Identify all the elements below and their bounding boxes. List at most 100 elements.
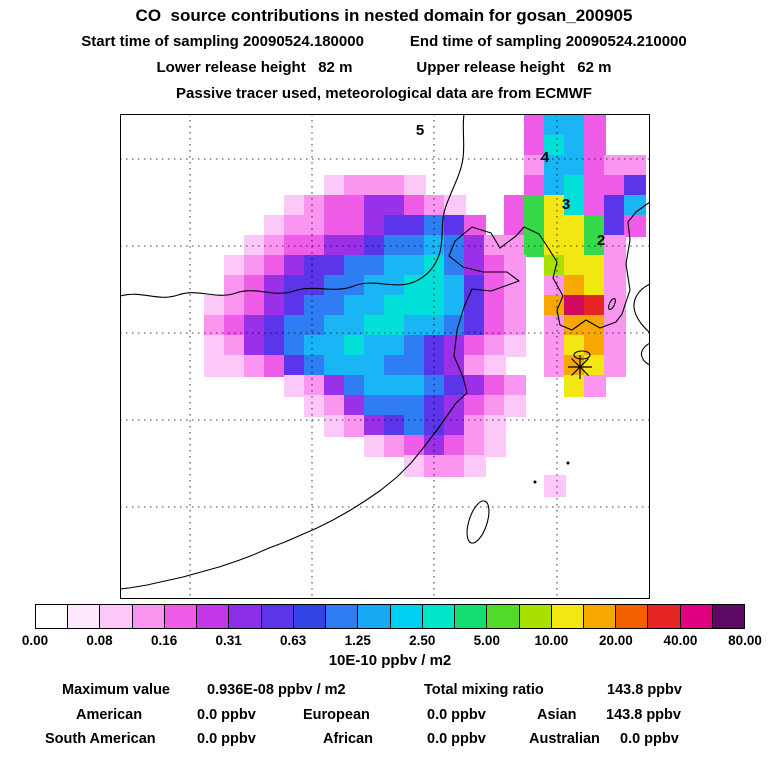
plume-cell: [584, 335, 606, 357]
plume-cell: [524, 175, 546, 197]
plume-cell: [464, 275, 486, 297]
plume-cell: [364, 435, 386, 457]
plume-cell: [384, 355, 406, 377]
plume-cell: [324, 375, 346, 397]
plume-cell: [584, 195, 606, 217]
plume-cell: [344, 395, 366, 417]
plume-cell: [504, 335, 526, 357]
plume-cell: [404, 195, 426, 217]
plume-cell: [564, 295, 586, 317]
plume-cell: [384, 395, 406, 417]
plume-cell: [484, 255, 506, 277]
start-time-text: Start time of sampling 20090524.180000: [81, 33, 364, 50]
plume-cell: [404, 295, 426, 317]
plume-cell: [424, 195, 446, 217]
plume-cell: [404, 355, 426, 377]
plume-cell: [424, 435, 446, 457]
plume-cell: [464, 375, 486, 397]
plume-cell: [324, 415, 346, 437]
total-mixing-label: Total mixing ratio: [424, 682, 544, 698]
colorbar-cell: [100, 605, 133, 628]
plume-cell: [604, 335, 626, 357]
plume-cell: [624, 215, 646, 237]
plume-cell: [424, 335, 446, 357]
plume-cell: [524, 135, 546, 157]
plume-cell: [484, 235, 506, 257]
plume-cell: [604, 315, 626, 337]
plume-cell: [364, 175, 386, 197]
colorbar-cell: [519, 605, 552, 628]
plume-cell: [444, 375, 466, 397]
colorbar-cell: [358, 605, 391, 628]
plume-cell: [304, 195, 326, 217]
coastlines: [120, 114, 650, 590]
trajectory-point-label: 4: [541, 149, 550, 166]
colorbar-cell: [583, 605, 617, 628]
plume-cell: [464, 455, 486, 477]
continental-coastline: [120, 201, 650, 590]
plume-cell: [464, 395, 486, 417]
plume-cell: [344, 255, 366, 277]
tsushima-island: [608, 297, 616, 311]
colorbar-cell: [293, 605, 327, 628]
american-label: American: [76, 707, 143, 723]
plume-cell: [624, 175, 646, 197]
plume-cell: [564, 275, 586, 297]
plume-cell: [324, 255, 346, 277]
plume-cell: [604, 355, 626, 377]
plume-cell: [584, 215, 606, 237]
map-gridlines: [120, 114, 650, 599]
plume-cell: [584, 175, 606, 197]
plume-cell: [324, 195, 346, 217]
plume-cell: [604, 195, 626, 217]
plume-cell: [304, 375, 326, 397]
plume-cell: [504, 315, 526, 337]
colorbar-cell: [68, 605, 101, 628]
plume-cell: [384, 255, 406, 277]
plume-cell: [404, 315, 426, 337]
plume-cell: [344, 315, 366, 337]
plume-cell: [344, 295, 366, 317]
plume-cell: [264, 315, 286, 337]
plot-title: CO source contributions in nested domain…: [135, 6, 633, 25]
plume-cell: [584, 315, 606, 337]
plume-cell: [604, 295, 626, 317]
plume-cell: [384, 295, 406, 317]
plume-cell: [424, 315, 446, 337]
plume-cell: [204, 315, 226, 337]
plume-cell: [484, 295, 506, 317]
plume-cell: [564, 235, 586, 257]
lower-release-height-text: Lower release height 82 m: [156, 59, 353, 76]
plume-cell: [544, 235, 566, 257]
plume-cell: [464, 255, 486, 277]
map-border: [120, 114, 650, 599]
plume-cell: [584, 135, 606, 157]
plume-cell: [404, 415, 426, 437]
plume-cell: [304, 275, 326, 297]
plume-cell: [584, 155, 606, 177]
plume-cell: [544, 195, 566, 217]
plume-cell: [424, 375, 446, 397]
plume-cell: [384, 175, 406, 197]
plume-cell: [544, 135, 566, 157]
plume-cell: [304, 315, 326, 337]
plume-cell: [484, 355, 506, 377]
trajectory-point-label: 2: [597, 232, 605, 249]
african-label: African: [323, 731, 373, 747]
plume-cell: [484, 315, 506, 337]
plume-cell: [544, 295, 566, 317]
plume-cell: [584, 275, 606, 297]
plume-cell: [564, 195, 586, 217]
plume-cell: [504, 375, 526, 397]
ryukyu-island-dot: [533, 480, 537, 484]
african-value: 0.0 ppbv: [427, 731, 486, 747]
max-value-text: 0.936E-08 ppbv / m2: [207, 682, 346, 698]
plume-layer: [204, 115, 646, 497]
plume-cell: [444, 195, 466, 217]
plume-cell: [524, 195, 546, 217]
plume-cell: [384, 415, 406, 437]
plume-cell: [324, 275, 346, 297]
plume-cell: [324, 315, 346, 337]
plume-cell: [444, 455, 466, 477]
release-heights-line: Lower release height 82 m Upper release …: [0, 59, 768, 76]
